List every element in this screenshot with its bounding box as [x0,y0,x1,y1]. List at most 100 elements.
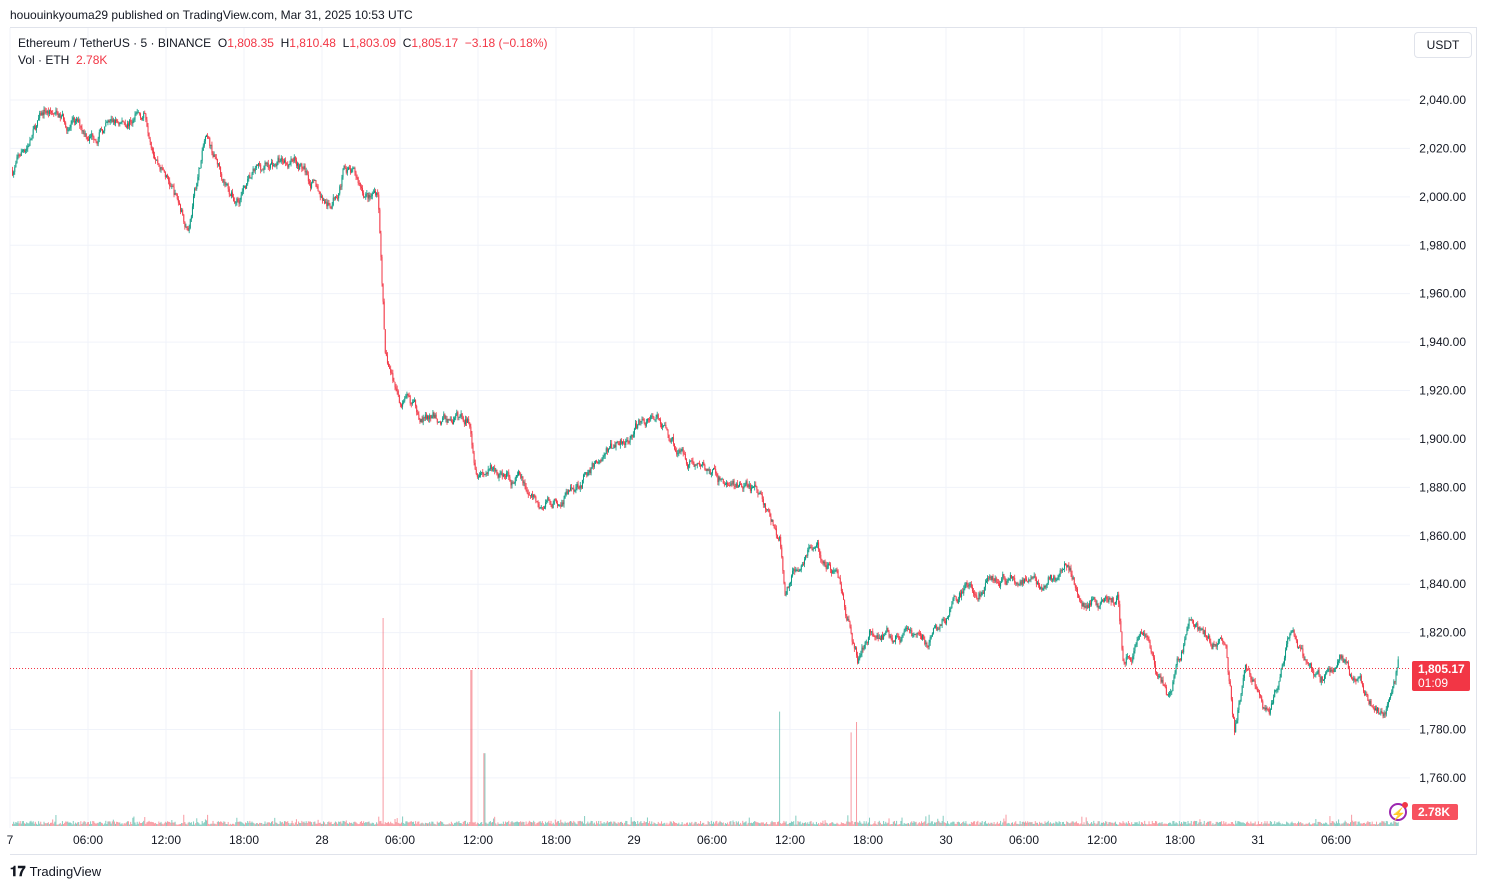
candle-body [1003,574,1005,577]
volume-bar [1203,820,1205,826]
candle-body [607,448,609,452]
candle-body [238,201,240,204]
candle-body [1174,672,1176,677]
candle-body [1080,600,1082,604]
volume-bar [1392,823,1394,826]
volume-bar [298,821,300,826]
volume-bar [860,822,862,826]
candle-body [422,417,424,423]
volume-bar [277,824,279,826]
candle-body [359,183,361,187]
candle-body [1331,670,1333,671]
candle-body [236,198,238,203]
candle-body [655,417,657,420]
volume-label[interactable]: Vol · ETH [18,53,70,67]
volume-bar [312,824,314,826]
volume-bar [938,820,940,826]
volume-bar [1368,822,1370,826]
candle-body [226,183,228,185]
volume-bar [385,823,387,826]
candle-body [645,421,647,426]
candle-body [456,412,458,416]
volume-bar [1364,822,1366,826]
candle-body [691,460,693,462]
candle-body [1353,678,1355,681]
candle-body [544,507,546,509]
candle-body [782,557,784,571]
volume-bar [1086,821,1088,826]
volume-bar [1048,823,1050,826]
volume-bar [982,824,984,826]
candle-body [1395,672,1397,682]
lightning-icon[interactable]: ⚡ [1389,803,1407,821]
candle-body [713,467,715,470]
candle-body [417,412,419,415]
candle-body [412,401,414,403]
volume-bar [1204,824,1206,826]
volume-bar [1174,823,1176,826]
volume-bar [778,821,780,826]
candle-body [404,397,406,401]
volume-bar [1134,822,1136,826]
volume-bar [319,822,321,826]
candle-body [1330,670,1332,673]
volume-bar [857,822,859,826]
candle-body [1237,710,1239,721]
volume-bar [1040,823,1042,826]
candle-body [336,197,338,199]
footer-logo[interactable]: 𝟏𝟕 TradingView [10,863,101,880]
volume-bar [1211,824,1213,826]
volume-bar [1231,822,1233,826]
volume-bar [831,822,833,826]
currency-button[interactable]: USDT [1414,32,1472,58]
volume-bar [1317,821,1319,826]
volume-bar [243,824,245,826]
candle-body [979,593,981,597]
candle-body [440,421,442,424]
volume-bar [883,821,885,826]
candle-body [604,453,606,456]
volume-bar [1309,824,1311,826]
candle-body [411,402,413,404]
candle-body [1240,693,1242,702]
candle-body [399,403,401,405]
candle-body [662,426,664,428]
symbol-name[interactable]: Ethereum / TetherUS · 5 · BINANCE [18,36,212,50]
volume-bar [1026,822,1028,826]
candle-body [1376,708,1378,711]
candle-body [845,607,847,616]
candle-body [794,569,796,572]
volume-bar [614,821,616,826]
candle-body [1223,641,1225,643]
volume-bar [305,821,307,826]
volume-bar [1201,824,1203,826]
volume-bar [330,821,332,826]
volume-bar [1019,821,1021,826]
candle-body [1153,657,1155,665]
candle-body [597,461,599,463]
volume-bar [1397,822,1399,826]
candle-body [1394,681,1396,683]
volume-bar [572,822,574,826]
candle-body [1028,579,1030,582]
volume-bar [94,822,96,826]
volume-bar [1305,823,1307,826]
volume-bar [1287,822,1289,826]
candle-body [302,168,304,170]
x-tick-label: 12:00 [151,833,181,847]
candle-body [1062,568,1064,570]
volume-bar [291,820,293,826]
volume-bar [1179,823,1181,826]
volume-bar [61,821,63,826]
volume-bar [680,824,682,826]
volume-bar [1370,824,1372,826]
candle-body [911,630,913,637]
candle-body [611,443,613,449]
candle-body [1282,663,1284,665]
candle-body [1168,694,1170,696]
volume-bar [1075,821,1077,826]
volume-bar [1394,821,1396,826]
candle-body [598,462,600,464]
volume-bar [232,823,234,826]
